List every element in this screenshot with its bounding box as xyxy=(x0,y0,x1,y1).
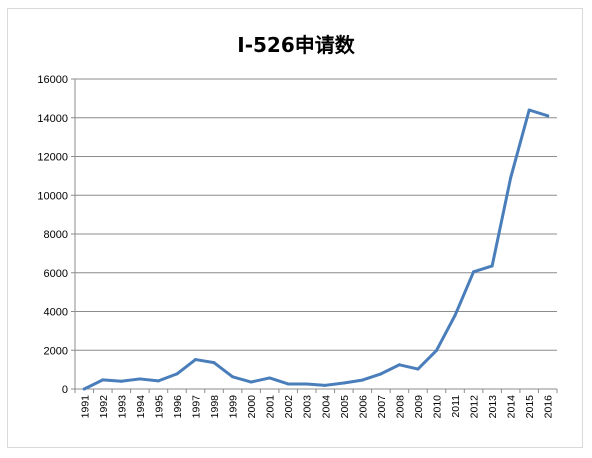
x-tick-label: 2001 xyxy=(265,395,277,419)
y-axis-ticks: 0 2000 4000 6000 8000 10000 12000 14000 16000 xyxy=(37,74,75,396)
x-tick-label: 2002 xyxy=(283,395,295,419)
x-tick-label: 2012 xyxy=(469,395,481,419)
x-tick-label: 1995 xyxy=(153,395,165,419)
x-tick-label: 2004 xyxy=(320,395,332,419)
data-point xyxy=(119,379,123,383)
series-layer xyxy=(82,108,550,391)
y-tick-label: 10000 xyxy=(37,190,68,202)
data-point xyxy=(305,382,309,386)
data-point xyxy=(101,378,105,382)
x-tick-label: 2013 xyxy=(487,395,499,419)
data-point xyxy=(82,387,86,391)
data-point xyxy=(231,375,235,379)
y-tick-label: 8000 xyxy=(44,229,68,241)
data-point xyxy=(527,108,531,112)
x-tick-label: 2009 xyxy=(413,395,425,419)
x-tick-label: 2006 xyxy=(357,395,369,419)
data-point xyxy=(175,372,179,376)
x-tick-label: 1992 xyxy=(98,395,110,419)
x-tick-label: 1994 xyxy=(135,395,147,419)
x-tick-label: 1996 xyxy=(172,395,184,419)
data-point xyxy=(156,379,160,383)
x-tick-label: 2005 xyxy=(339,395,351,419)
x-tick-label: 2007 xyxy=(376,395,388,419)
chart-title: I-526申请数 xyxy=(237,33,355,57)
x-tick-label: 2014 xyxy=(506,395,518,419)
data-point xyxy=(194,358,197,362)
data-point xyxy=(286,382,290,386)
data-point xyxy=(397,363,401,367)
data-point xyxy=(268,376,272,380)
data-point xyxy=(379,372,383,376)
x-tick-label: 2016 xyxy=(543,395,555,419)
x-tick-label: 2011 xyxy=(450,395,462,418)
y-tick-label: 4000 xyxy=(44,307,68,319)
y-tick-label: 2000 xyxy=(44,345,68,357)
x-tick-label: 2015 xyxy=(524,395,536,419)
data-point xyxy=(435,348,438,352)
y-tick-label: 12000 xyxy=(37,152,68,164)
data-point xyxy=(342,381,346,385)
y-tick-label: 0 xyxy=(62,384,68,396)
x-axis-ticks: 1991 1992 1993 1994 1995 1996 1997 1998 1999 2000… xyxy=(74,389,558,419)
data-point xyxy=(416,367,420,371)
chart-frame xyxy=(7,8,583,448)
gridlines xyxy=(75,78,557,351)
y-tick-label: 16000 xyxy=(37,74,68,86)
x-tick-label: 1997 xyxy=(191,395,203,419)
data-point xyxy=(360,378,364,382)
data-point xyxy=(249,380,253,384)
x-tick-label: 1998 xyxy=(209,395,221,419)
x-tick-label: 1991 xyxy=(79,395,91,419)
data-point xyxy=(323,383,327,387)
data-point xyxy=(490,264,494,268)
x-tick-label: 1999 xyxy=(228,395,240,419)
data-point xyxy=(509,176,513,180)
data-point xyxy=(138,377,142,381)
x-tick-label: 1993 xyxy=(116,395,128,419)
data-point xyxy=(453,313,457,317)
data-point xyxy=(546,114,550,118)
x-tick-label: 2008 xyxy=(394,395,406,419)
y-tick-label: 14000 xyxy=(37,113,68,125)
series-line xyxy=(82,108,550,391)
data-point xyxy=(472,270,476,274)
x-tick-label: 2010 xyxy=(432,395,444,419)
x-tick-label: 2000 xyxy=(246,395,258,419)
data-point xyxy=(212,361,216,365)
x-tick-label: 2003 xyxy=(302,395,314,419)
y-tick-label: 6000 xyxy=(44,268,68,280)
